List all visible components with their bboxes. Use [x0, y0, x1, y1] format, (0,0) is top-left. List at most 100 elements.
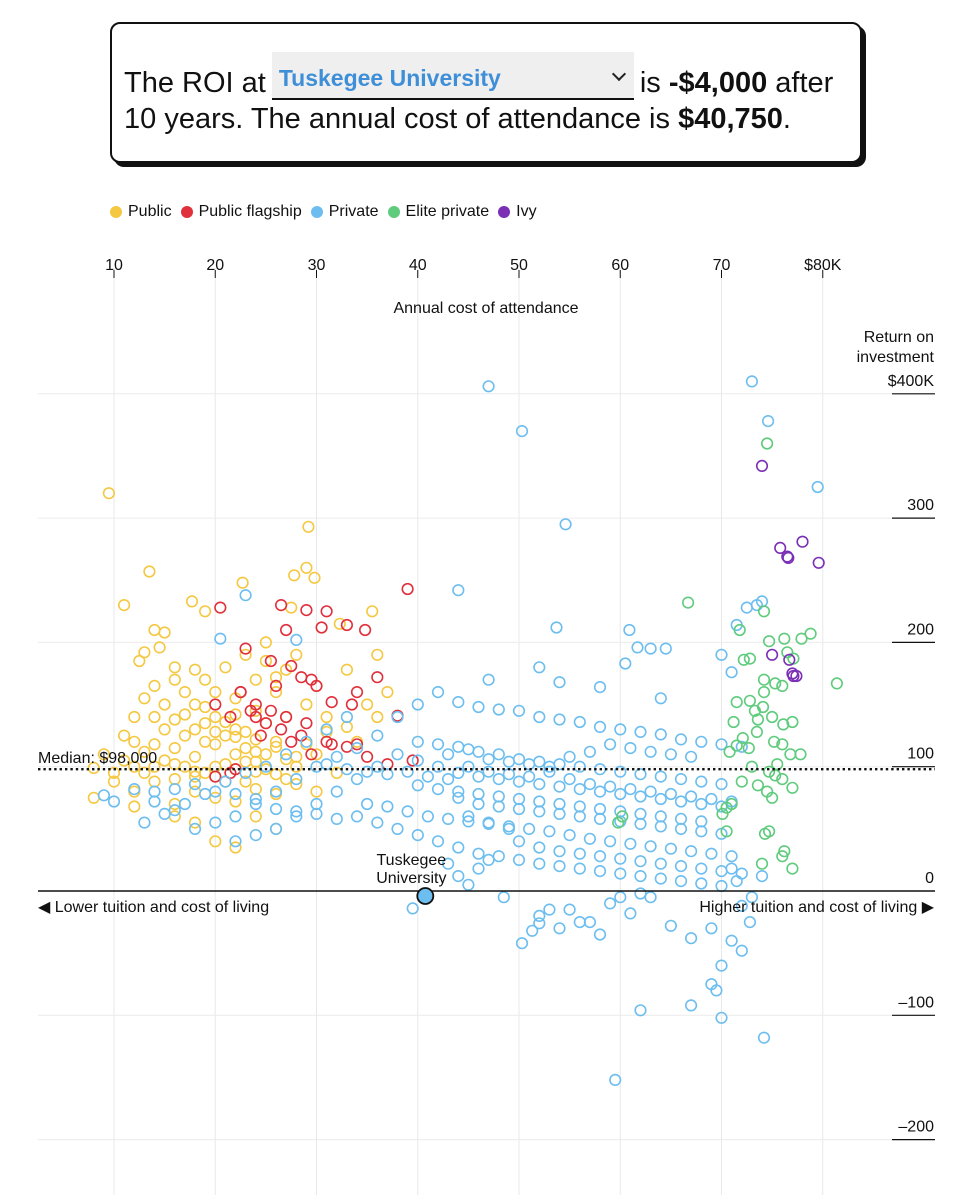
- private-point: [740, 601, 753, 614]
- public-point: [333, 617, 346, 630]
- elite-private-point: [742, 741, 755, 755]
- elite-private-point: [757, 605, 771, 618]
- private-point: [623, 623, 636, 637]
- y-tick-label: 200: [907, 621, 934, 638]
- private-point: [725, 934, 738, 947]
- legend-item-private[interactable]: Private: [310, 203, 379, 221]
- private-point: [442, 748, 455, 761]
- public-point: [148, 738, 161, 751]
- private-point: [644, 840, 657, 853]
- public-point: [199, 673, 212, 686]
- private-point: [107, 795, 121, 808]
- private-point: [462, 815, 475, 828]
- legend-item-public-flagship[interactable]: Public flagship: [180, 203, 302, 221]
- elite-private-point: [723, 745, 736, 758]
- public-point: [209, 791, 222, 804]
- school-select[interactable]: Tuskegee University: [271, 52, 634, 100]
- elite-private-point: [755, 857, 769, 870]
- public-point: [302, 520, 315, 533]
- private-point: [515, 425, 529, 438]
- private-point: [743, 915, 757, 929]
- elite-private-point: [733, 623, 746, 637]
- public-flagship-point: [325, 695, 338, 709]
- private-dot-icon: [310, 206, 323, 218]
- private-point: [684, 750, 698, 763]
- public-flagship-point: [280, 623, 293, 637]
- private-point: [654, 857, 667, 870]
- legend-label: Ivy: [516, 203, 537, 220]
- private-point: [97, 789, 110, 802]
- public-point: [340, 663, 354, 676]
- summary-line2-prefix: 10 years. The annual cost of attendance …: [124, 103, 670, 135]
- private-point: [593, 720, 607, 734]
- public-flagship-point: [340, 618, 354, 632]
- private-point: [715, 648, 728, 661]
- legend-item-public[interactable]: Public: [110, 203, 172, 221]
- public-point: [300, 698, 313, 711]
- legend-label: Public flagship: [198, 203, 302, 220]
- private-point: [239, 589, 252, 602]
- public-point: [128, 800, 141, 813]
- public-point: [188, 723, 202, 736]
- elite-private-point: [720, 825, 733, 838]
- x-tick-label: 20: [206, 257, 224, 274]
- roi-value: -$4,000: [668, 67, 768, 99]
- elite-private-dot-icon: [387, 206, 400, 218]
- public-flagship-point: [285, 735, 298, 748]
- private-point: [330, 750, 343, 763]
- public-point: [107, 766, 121, 780]
- elite-private-point: [736, 731, 749, 745]
- public-point: [239, 741, 252, 755]
- private-point: [371, 729, 384, 742]
- private-point: [148, 785, 161, 798]
- private-point: [482, 817, 495, 831]
- private-point: [482, 765, 495, 778]
- public-point: [188, 663, 202, 676]
- legend-item-elite-private[interactable]: Elite private: [387, 203, 489, 221]
- private-point: [431, 782, 445, 796]
- public-point: [138, 692, 151, 705]
- public-point: [259, 636, 273, 649]
- private-point: [614, 852, 627, 865]
- private-point: [533, 805, 546, 818]
- public-flagship-point: [285, 659, 298, 673]
- public-point: [148, 710, 161, 724]
- elite-private-point: [730, 695, 743, 709]
- private-point: [533, 909, 546, 923]
- x-tick-label: 10: [105, 257, 123, 274]
- private-point: [188, 777, 202, 791]
- elite-private-point: [751, 779, 765, 792]
- private-point: [361, 765, 374, 778]
- private-point: [512, 835, 526, 848]
- public-flagship-point: [300, 603, 313, 617]
- public-dot-icon: [110, 206, 122, 218]
- elite-private-point: [681, 596, 695, 609]
- private-point: [553, 859, 566, 873]
- private-point: [290, 772, 303, 786]
- public-point: [209, 835, 222, 848]
- public-point: [168, 810, 181, 823]
- private-point: [543, 825, 556, 838]
- public-flagship-point: [401, 582, 414, 596]
- public-flagship-point: [209, 770, 222, 783]
- elite-private-point: [760, 437, 774, 450]
- private-point: [452, 584, 465, 597]
- private-point: [684, 999, 698, 1012]
- private-point: [593, 850, 607, 863]
- private-point: [543, 765, 556, 778]
- private-point: [482, 673, 495, 686]
- ivy-point: [783, 653, 796, 666]
- private-point: [553, 758, 566, 771]
- public-point: [188, 750, 202, 763]
- private-point: [695, 877, 708, 890]
- public-flagship-point: [214, 601, 227, 614]
- private-point: [593, 928, 607, 941]
- private-point: [502, 755, 516, 768]
- private-point: [634, 807, 647, 821]
- private-point: [512, 853, 526, 867]
- elite-private-point: [743, 694, 757, 707]
- private-point: [472, 770, 485, 783]
- private-point: [715, 959, 728, 972]
- private-point: [148, 795, 161, 808]
- legend-item-ivy[interactable]: Ivy: [498, 203, 537, 221]
